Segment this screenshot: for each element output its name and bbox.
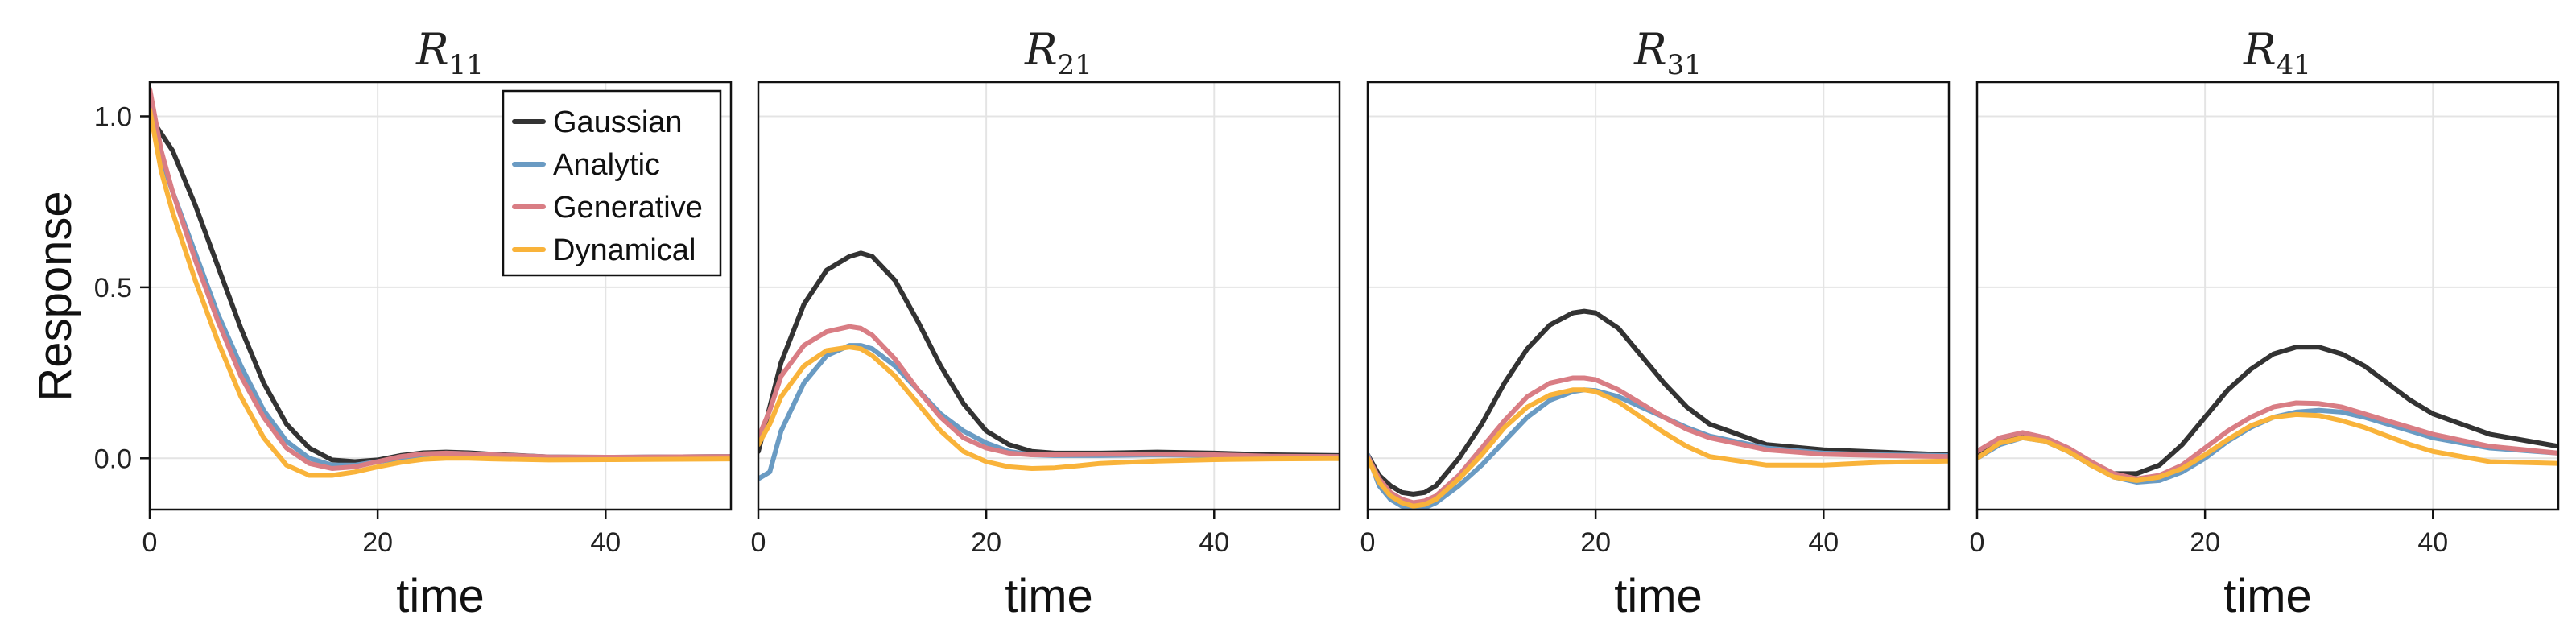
y-tick-label: 0.0 (94, 444, 132, 474)
panel-title: R21 (1024, 24, 1092, 81)
panel-title: R41 (2243, 24, 2311, 81)
panel-title-subscript: 11 (449, 49, 484, 81)
panel-title: R31 (1633, 24, 1702, 81)
series-line-gaussian (1368, 308, 1949, 497)
legend-label-gaussian: Gaussian (553, 105, 683, 139)
plot-frame (757, 80, 1341, 511)
series-line-generative (758, 324, 1340, 460)
series-line-dynamical (1368, 387, 1949, 509)
x-tick-label: 40 (2417, 527, 2448, 558)
series-group (758, 250, 1340, 481)
panel-title-subscript: 41 (2277, 49, 2311, 81)
panel-title-subscript: 31 (1667, 49, 1702, 81)
legend-label-generative: Generative (553, 191, 703, 225)
plot-frame (1366, 80, 1951, 511)
panel-3: 0 20 40 time R31 (1360, 24, 1951, 622)
panel-title-subscript: 21 (1058, 49, 1092, 81)
x-axis-label: time (1614, 570, 1703, 622)
series-group (1368, 308, 1949, 510)
panel-4: 0 20 40 time R41 (1970, 24, 2560, 622)
legend-label-dynamical: Dynamical (553, 233, 696, 267)
x-tick-label: 20 (2190, 527, 2220, 558)
x-tick-label: 0 (751, 527, 766, 558)
x-tick-label: 0 (1970, 527, 1985, 558)
x-tick-label: 20 (971, 527, 1001, 558)
x-axis-label: time (396, 570, 485, 622)
plot-frame (1975, 80, 2560, 511)
series-line-gaussian (758, 250, 1340, 458)
x-tick-label: 20 (1580, 527, 1611, 558)
y-axis-label: Response (29, 191, 81, 401)
plot-frame (148, 80, 733, 511)
series-line-generative (1368, 375, 1949, 506)
panel-title-main: R (415, 24, 449, 75)
series-line-generative (1977, 400, 2558, 481)
series-line-generative (150, 86, 731, 471)
x-tick-label: 0 (1360, 527, 1376, 558)
x-tick-label: 40 (1199, 527, 1229, 558)
x-axis-label: time (1005, 570, 1093, 622)
series-group (150, 86, 731, 478)
x-tick-label: 20 (362, 527, 393, 558)
legend-label-analytic: Analytic (553, 148, 660, 182)
panel-title-main: R (1633, 24, 1667, 75)
x-tick-label: 40 (1808, 527, 1839, 558)
legend-box (502, 89, 722, 277)
legend: Gaussian Analytic Generative Dynamical (502, 89, 722, 277)
panel-title: R11 (415, 24, 484, 81)
panel-2: 0 20 40 time R21 (751, 24, 1341, 622)
series-group (1977, 345, 2558, 485)
series-line-dynamical (1977, 411, 2558, 483)
x-tick-label: 40 (590, 527, 621, 558)
panel-1: 0 20 40 0.0 0.5 1.0 time R11 (94, 24, 733, 622)
series-line-dynamical (758, 345, 1340, 471)
y-tick-label: 1.0 (94, 101, 132, 132)
x-axis-label: time (2223, 570, 2312, 622)
panel-title-main: R (1024, 24, 1058, 75)
panel-title-main: R (2243, 24, 2277, 75)
y-tick-label: 0.5 (94, 273, 132, 303)
x-tick-label: 0 (142, 527, 158, 558)
series-line-dynamical (150, 107, 731, 478)
